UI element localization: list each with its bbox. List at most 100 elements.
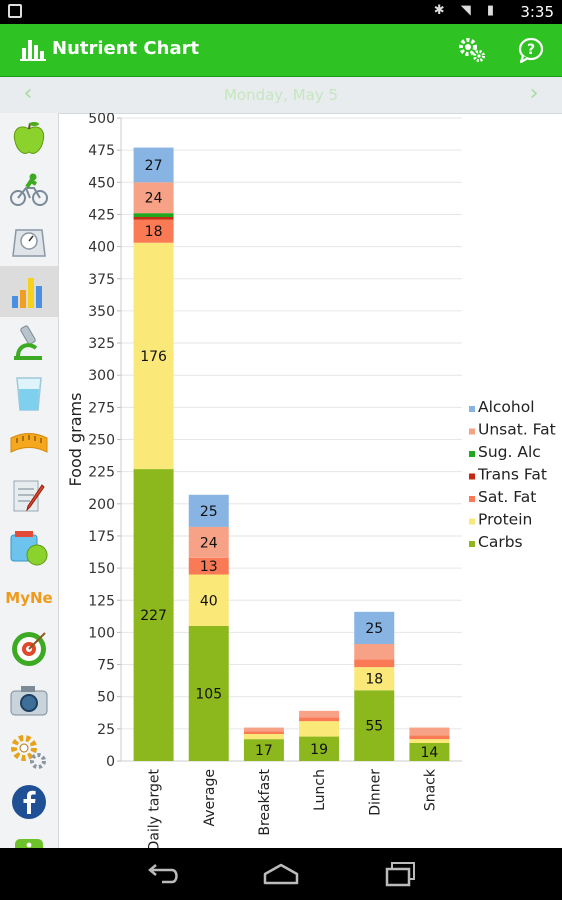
status-bar: ✱ ◥ ▮ 3:35 [0,0,562,24]
bar-segment [409,742,450,761]
bar-segment [354,611,395,644]
y-tick-label: 350 [88,304,115,320]
bar-segment [133,213,174,218]
sidebar-item-exercise[interactable] [0,164,58,215]
y-tick-label: 25 [97,722,115,738]
cyclist-icon [10,173,48,206]
y-tick-label: 375 [88,272,115,288]
status-time: 3:35 [520,3,554,21]
date-navigation: ‹ Monday, May 5 › [0,77,562,114]
sidebar-item-facebook[interactable] [0,776,58,827]
data-label: 19 [310,742,328,758]
date-label[interactable]: Monday, May 5 [223,86,339,104]
y-tick-label: 275 [88,400,115,416]
legend-label: Sug. Alc [478,443,541,461]
bar-segment [243,727,284,732]
apple-icon [13,121,45,154]
bar-segment [243,731,284,734]
data-label: 40 [200,593,218,609]
back-icon[interactable] [142,860,182,888]
sidebar-item-label: MyNe [5,588,53,607]
x-tick-label: Breakfast [257,769,273,836]
help-bubble-icon: ? [518,37,544,64]
legend-label: Trans Fat [477,466,547,484]
legend-swatch [469,406,475,412]
sidebar-item-settings[interactable] [0,725,58,776]
data-label: 24 [145,191,163,207]
help-button[interactable]: ? [515,36,547,64]
legend-label: Carbs [478,533,523,551]
bar-segment [409,727,450,736]
sidebar-item-info[interactable] [0,827,58,848]
legend-swatch [469,496,475,502]
sidebar-item-nutrient-chart[interactable] [0,266,58,317]
x-tick-label: Dinner [367,769,383,816]
bar-segment [243,739,284,761]
data-label: 25 [365,621,383,637]
bar-segment [188,625,229,761]
bar-segment [299,717,340,722]
sidebar-item-notes[interactable] [0,470,58,521]
settings-button[interactable] [456,36,488,64]
next-day-button[interactable]: › [529,81,539,106]
bar-segment [188,526,229,558]
bar-segment [188,574,229,626]
sidebar-item-weight[interactable] [0,215,58,266]
recent-apps-icon[interactable] [384,860,418,888]
y-tick-label: 400 [88,240,115,256]
y-tick-label: 450 [88,175,115,191]
sidebar-item-analysis[interactable] [0,317,58,368]
y-tick-label: 125 [88,593,115,609]
x-tick-label: Average [202,769,218,827]
data-label: 18 [145,224,163,240]
legend-swatch [469,541,475,547]
bar-segment [133,182,174,214]
water-glass-icon [16,376,42,411]
bar-segment [133,147,174,183]
bar-segment [188,494,229,527]
data-label: 25 [200,504,218,520]
measuring-tape-icon [10,432,48,453]
sidebar-item-photos[interactable] [0,674,58,725]
y-tick-label: 75 [97,658,115,674]
previous-day-button[interactable]: ‹ [23,81,33,106]
sidebar-item-food[interactable] [0,113,58,164]
y-tick-label: 100 [88,625,115,641]
bar-segment [299,721,340,737]
home-icon[interactable] [262,862,300,886]
sidebar-item-my-foods[interactable] [0,521,58,572]
gears-icon [459,38,485,62]
y-tick-label: 300 [88,368,115,384]
y-tick-label: 475 [88,143,115,159]
notepad-pencil-icon [13,480,45,512]
legend-swatch [469,473,475,480]
bar-segment [299,736,340,761]
sidebar-item-measurements[interactable] [0,419,58,470]
bar-segment [133,469,174,761]
y-tick-label: 175 [88,529,115,545]
bar-segment [354,643,395,660]
sidebar-item-water[interactable] [0,368,58,419]
sidebar-item-mynet[interactable]: MyNe [0,572,58,623]
legend-swatch [469,451,475,457]
bar-segment [409,739,450,743]
x-tick-label: Daily target [147,769,163,848]
system-navigation-bar [0,848,562,900]
bar-segment [133,219,174,243]
settings-gear-icon [11,734,46,769]
scale-icon [12,228,46,257]
y-axis-title: Food grams [66,393,85,487]
legend-label: Sat. Fat [478,488,536,506]
app-bar: Nutrient Chart ? [0,24,562,77]
legend-label: Alcohol [478,398,535,416]
stacked-bar-chart: 0 25 50 75 100 125 150 175 200 225 250 275 300 325 350… [66,111,556,851]
sidebar-item-goals[interactable] [0,623,58,674]
y-tick-label: 225 [88,465,115,481]
data-label: 227 [140,608,167,624]
bar-chart-icon [12,277,42,308]
signal-wifi-battery-icons: ✱ ◥ ▮ [433,3,500,18]
notification-icon [8,4,22,18]
sidebar: MyNe [0,113,59,848]
microscope-icon [14,324,42,360]
bar-segment [354,667,395,691]
